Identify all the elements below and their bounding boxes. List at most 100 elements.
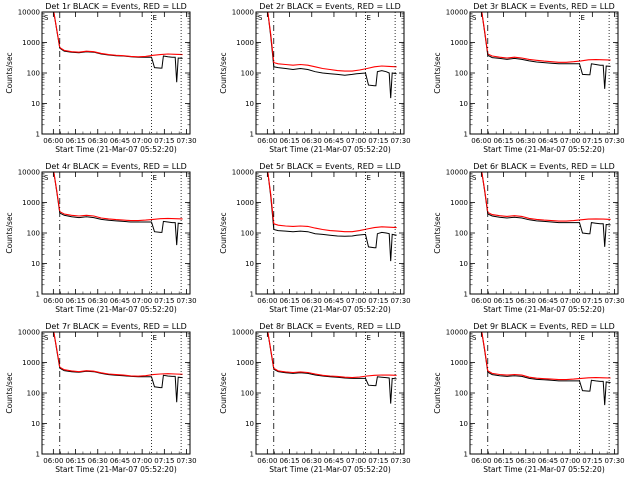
x-tick-label: 06:00 (257, 137, 277, 145)
y-tick-label: 10000 (232, 169, 254, 177)
x-tick-label: 07:30 (604, 137, 624, 145)
y-tick-label: 100 (241, 390, 254, 398)
chart-title: Det 9r BLACK = Events, RED = LLD (473, 322, 615, 331)
x-tick-label: 07:15 (368, 457, 388, 465)
series-line-events (470, 332, 611, 406)
plot-frame (41, 11, 191, 135)
chart-panel-4: Det 4r BLACK = Events, RED = LLD S E 1 10 100… (5, 162, 197, 314)
marker-label-start: S (472, 14, 477, 22)
series-line-events (42, 12, 183, 83)
y-tick-label: 1000 (450, 39, 468, 47)
x-tick-label: 06:15 (279, 297, 299, 305)
y-tick-label: 10 (459, 100, 468, 108)
x-tick-label: 06:30 (516, 297, 536, 305)
y-tick-label: 10000 (18, 9, 40, 17)
series-line-events (256, 172, 397, 262)
y-axis-label: Counts/sec (5, 52, 14, 93)
x-tick-label: 06:00 (471, 297, 491, 305)
y-tick-label: 10 (31, 260, 40, 268)
y-axis-label: Counts/sec (433, 52, 442, 93)
y-tick-label: 10000 (232, 329, 254, 337)
plot-frame (469, 11, 619, 135)
y-axis-label: Counts/sec (219, 212, 228, 253)
marker-label-start: S (44, 174, 49, 182)
y-axis-label: Counts/sec (219, 372, 228, 413)
y-tick-label: 10 (459, 260, 468, 268)
y-tick-label: 1000 (450, 199, 468, 207)
series-group (256, 172, 397, 262)
x-tick-label: 07:30 (390, 457, 410, 465)
x-tick-label: 06:00 (471, 137, 491, 145)
marker-label-start: S (472, 174, 477, 182)
chart-panel-9: Det 9r BLACK = Events, RED = LLD S E 1 10 100… (433, 322, 625, 474)
plot-frame (255, 11, 405, 135)
y-tick-label: 100 (27, 70, 40, 78)
series-line-lld (256, 332, 397, 379)
chart-title: Det 6r BLACK = Events, RED = LLD (473, 162, 615, 171)
y-tick-label: 1000 (236, 359, 254, 367)
marker-label-start: S (472, 334, 477, 342)
y-axis-label: Counts/sec (433, 372, 442, 413)
plot-frame (255, 171, 405, 295)
plot-frame (469, 331, 619, 455)
marker-label-end: E (581, 174, 585, 182)
x-tick-label: 07:15 (154, 457, 174, 465)
series-line-lld (42, 332, 183, 377)
y-tick-label: 100 (241, 230, 254, 238)
x-tick-label: 06:00 (471, 457, 491, 465)
chart-panel-6: Det 6r BLACK = Events, RED = LLD S E 1 10 100… (433, 162, 625, 314)
x-axis-label: Start Time (21-Mar-07 05:52:20) (483, 145, 605, 154)
x-tick-label: 07:30 (176, 137, 196, 145)
marker-label-end: E (367, 14, 371, 22)
y-tick-label: 1 (250, 451, 254, 459)
marker-label-end: E (367, 334, 371, 342)
x-tick-label: 06:15 (65, 457, 85, 465)
series-line-events (256, 12, 397, 99)
y-tick-label: 1 (250, 131, 254, 139)
x-tick-label: 06:30 (516, 457, 536, 465)
x-tick-label: 07:30 (176, 457, 196, 465)
x-tick-label: 07:30 (390, 137, 410, 145)
x-tick-label: 07:15 (368, 297, 388, 305)
x-axis-label: Start Time (21-Mar-07 05:52:20) (55, 465, 177, 474)
x-tick-label: 06:30 (302, 297, 322, 305)
y-axis-label: Counts/sec (5, 372, 14, 413)
x-tick-label: 07:00 (346, 137, 366, 145)
y-axis-label: Counts/sec (219, 52, 228, 93)
chart-panel-8: Det 8r BLACK = Events, RED = LLD S E 1 10 100… (219, 322, 411, 474)
x-tick-label: 07:00 (560, 457, 580, 465)
x-tick-label: 06:45 (110, 457, 130, 465)
chart-title: Det 8r BLACK = Events, RED = LLD (259, 322, 401, 331)
y-tick-label: 1000 (22, 39, 40, 47)
y-tick-label: 1 (464, 131, 468, 139)
chart-title: Det 7r BLACK = Events, RED = LLD (45, 322, 187, 331)
chart-title: Det 5r BLACK = Events, RED = LLD (259, 162, 401, 171)
y-tick-label: 100 (455, 390, 468, 398)
x-tick-label: 07:00 (132, 137, 152, 145)
x-tick-label: 07:00 (132, 457, 152, 465)
marker-label-start: S (44, 334, 49, 342)
x-tick-label: 06:15 (279, 457, 299, 465)
x-tick-label: 06:00 (43, 457, 63, 465)
x-tick-label: 07:15 (582, 297, 602, 305)
x-tick-label: 06:45 (538, 137, 558, 145)
marker-label-end: E (153, 174, 157, 182)
series-line-events (256, 332, 397, 404)
x-tick-label: 07:15 (154, 297, 174, 305)
series-group (256, 332, 397, 404)
series-line-lld (470, 172, 611, 222)
y-tick-label: 10000 (446, 169, 468, 177)
x-tick-label: 07:00 (132, 297, 152, 305)
marker-label-end: E (367, 174, 371, 182)
series-group (470, 12, 611, 89)
plot-frame (469, 171, 619, 295)
x-tick-label: 06:45 (324, 137, 344, 145)
series-group (256, 12, 397, 99)
chart-panel-7: Det 7r BLACK = Events, RED = LLD S E 1 10 100… (5, 322, 197, 474)
marker-label-end: E (153, 14, 157, 22)
x-tick-label: 06:00 (43, 137, 63, 145)
x-tick-label: 07:15 (368, 137, 388, 145)
marker-label-end: E (581, 14, 585, 22)
x-axis-label: Start Time (21-Mar-07 05:52:20) (483, 305, 605, 314)
